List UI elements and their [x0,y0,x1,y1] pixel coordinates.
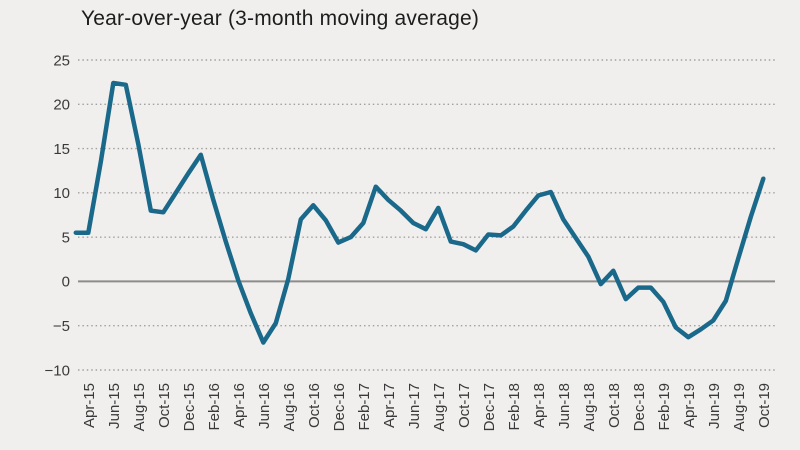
x-tick-label: Apr-17 [381,383,398,428]
x-tick-label: Feb-19 [656,383,673,431]
x-tick-label: Aug-17 [431,383,448,431]
y-tick-label: 0 [62,274,70,291]
y-tick-label: −5 [53,318,70,335]
x-tick-label: Oct-19 [756,383,773,428]
x-tick-label: Jun-15 [106,383,123,429]
x-tick-label: Oct-15 [156,383,173,428]
x-tick-label: Jun-16 [256,383,273,429]
y-tick-label: 5 [62,229,70,246]
x-tick-label: Aug-15 [131,383,148,431]
y-tick-label: 25 [53,52,70,69]
x-tick-label: Dec-16 [331,383,348,431]
y-tick-label: 10 [53,185,70,202]
x-tick-label: Jun-19 [706,383,723,429]
x-tick-label: Oct-16 [306,383,323,428]
x-tick-label: Jun-17 [406,383,423,429]
trend-line [73,80,766,345]
x-tick-label: Aug-18 [581,383,598,431]
x-tick-label: Feb-17 [356,383,373,431]
y-tick-label: 20 [53,97,70,114]
x-tick-label: Oct-18 [606,383,623,428]
x-tick-label: Feb-16 [206,383,223,431]
x-tick-label: Aug-19 [731,383,748,431]
x-tick-label: Oct-17 [456,383,473,428]
y-tick-label: 15 [53,141,70,158]
x-tick-label: Apr-16 [231,383,248,428]
y-tick-label: −10 [45,362,70,379]
x-tick-label: Feb-18 [506,383,523,431]
x-tick-label: Aug-16 [281,383,298,431]
x-tick-label: Dec-17 [481,383,498,431]
x-tick-label: Jun-18 [556,383,573,429]
x-tick-label: Apr-15 [81,383,98,428]
x-tick-label: Dec-15 [181,383,198,431]
chart-title: Year-over-year (3-month moving average) [81,7,480,30]
x-tick-label: Apr-18 [531,383,548,428]
x-tick-label: Dec-18 [631,383,648,431]
x-tick-label: Apr-19 [681,383,698,428]
